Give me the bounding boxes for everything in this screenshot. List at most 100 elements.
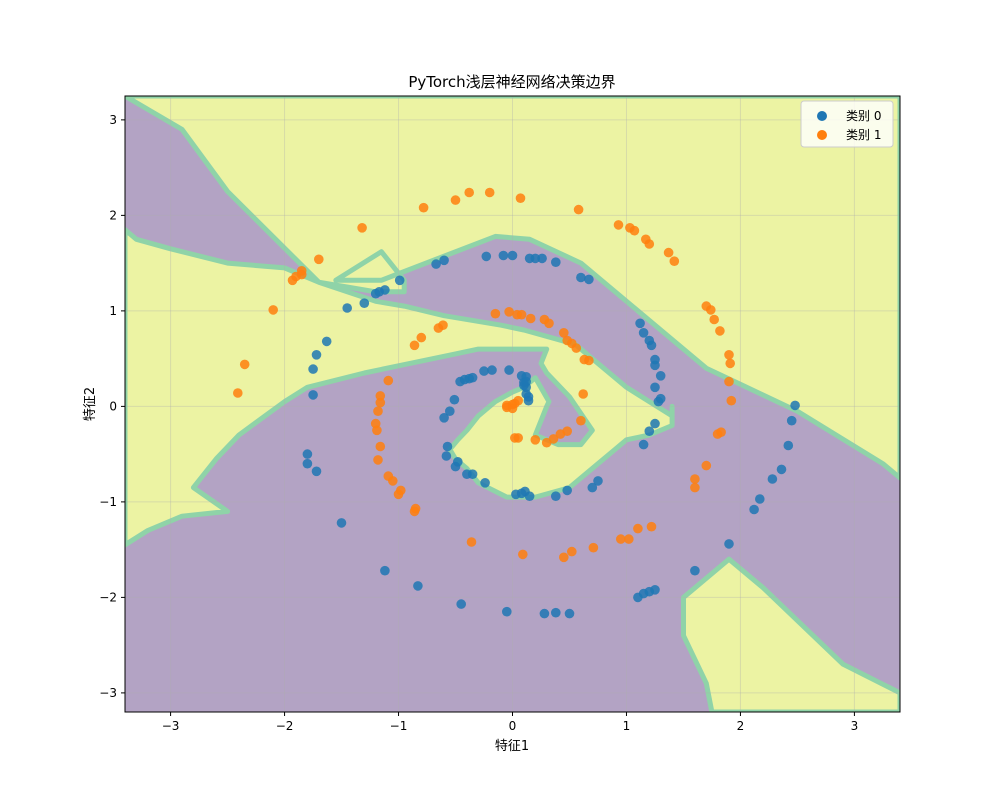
point-class1 bbox=[513, 395, 523, 406]
point-class0 bbox=[380, 565, 390, 576]
point-class0 bbox=[523, 395, 534, 406]
point-class1 bbox=[466, 537, 477, 547]
chart-title: PyTorch浅层神经网络决策边界 bbox=[408, 73, 615, 91]
point-class1 bbox=[375, 391, 386, 401]
point-class0 bbox=[551, 257, 561, 268]
point-class0 bbox=[650, 585, 660, 595]
point-class0 bbox=[790, 400, 800, 411]
class1-regions bbox=[125, 96, 900, 712]
point-class0 bbox=[336, 518, 347, 528]
point-class0 bbox=[562, 485, 572, 496]
point-class0 bbox=[593, 476, 603, 486]
y-tick-label: 3 bbox=[109, 113, 117, 127]
data-points bbox=[233, 187, 800, 619]
point-class1 bbox=[616, 534, 626, 544]
point-class1 bbox=[613, 220, 624, 230]
point-class0 bbox=[755, 494, 765, 504]
point-class0 bbox=[638, 439, 649, 450]
point-class0 bbox=[584, 274, 594, 285]
point-class0 bbox=[480, 478, 490, 488]
point-class1 bbox=[555, 429, 566, 439]
class1-region-2 bbox=[681, 556, 900, 712]
point-class0 bbox=[504, 365, 514, 375]
point-class1 bbox=[559, 552, 569, 563]
point-class0 bbox=[644, 335, 655, 346]
point-class1 bbox=[418, 202, 429, 213]
legend: 类别 0 类别 1 bbox=[800, 100, 894, 148]
point-class0 bbox=[450, 461, 461, 472]
point-class1 bbox=[239, 359, 250, 370]
point-class0 bbox=[442, 441, 453, 452]
point-class0 bbox=[302, 449, 313, 459]
point-class0 bbox=[487, 365, 497, 375]
point-class0 bbox=[507, 250, 518, 261]
point-class0 bbox=[479, 366, 489, 376]
point-class1 bbox=[296, 266, 307, 276]
point-class0 bbox=[551, 491, 561, 502]
y-tick-label: 1 bbox=[109, 304, 117, 318]
point-class0 bbox=[481, 251, 492, 262]
point-class1 bbox=[490, 308, 501, 319]
grid-lines bbox=[125, 96, 900, 712]
x-tick-label: 1 bbox=[623, 719, 631, 733]
point-class0 bbox=[308, 390, 318, 400]
point-class0 bbox=[308, 364, 318, 374]
point-class0 bbox=[445, 406, 455, 417]
point-class1 bbox=[690, 474, 700, 484]
x-tick-label: 2 bbox=[737, 719, 745, 733]
point-class1 bbox=[450, 195, 461, 205]
point-class0 bbox=[502, 606, 512, 617]
point-class1 bbox=[629, 225, 640, 236]
point-class0 bbox=[749, 504, 759, 515]
point-class1 bbox=[375, 441, 386, 452]
point-class1 bbox=[725, 358, 735, 369]
point-class1 bbox=[530, 435, 541, 445]
point-class1 bbox=[726, 395, 737, 406]
y-tick-label: 0 bbox=[109, 399, 117, 413]
point-class0 bbox=[449, 394, 460, 405]
point-class1 bbox=[624, 534, 634, 544]
x-tick-label: −1 bbox=[390, 719, 408, 733]
point-class1 bbox=[709, 314, 719, 325]
point-class1 bbox=[438, 320, 448, 331]
x-tick-label: −2 bbox=[276, 719, 294, 733]
point-class0 bbox=[655, 371, 666, 381]
point-class1 bbox=[393, 489, 404, 500]
point-class0 bbox=[359, 298, 370, 309]
y-axis-label: 特征2 bbox=[83, 387, 98, 421]
point-class1 bbox=[233, 388, 243, 398]
point-class1 bbox=[516, 309, 527, 320]
point-class0 bbox=[467, 372, 478, 383]
x-axis-ticks: −3 −2 −1 0 1 2 3 bbox=[162, 712, 858, 733]
point-class0 bbox=[456, 599, 467, 609]
point-class0 bbox=[655, 393, 666, 404]
point-class0 bbox=[776, 464, 787, 475]
point-class1 bbox=[701, 460, 712, 471]
point-class1 bbox=[588, 542, 599, 553]
legend-marker-class1 bbox=[817, 130, 827, 140]
point-class0 bbox=[431, 259, 441, 269]
point-class1 bbox=[515, 193, 526, 203]
point-class0 bbox=[551, 607, 561, 618]
point-class0 bbox=[650, 418, 660, 429]
point-class1 bbox=[510, 433, 520, 443]
point-class0 bbox=[690, 565, 700, 576]
point-class1 bbox=[669, 256, 680, 267]
point-class0 bbox=[576, 272, 586, 283]
class1-region-1 bbox=[125, 227, 675, 548]
point-class1 bbox=[383, 375, 394, 386]
point-class0 bbox=[441, 451, 452, 461]
point-class1 bbox=[567, 546, 577, 557]
point-class0 bbox=[511, 489, 521, 500]
point-class0 bbox=[786, 415, 797, 426]
point-class1 bbox=[484, 187, 495, 198]
point-class1 bbox=[573, 204, 584, 215]
point-class1 bbox=[576, 415, 586, 426]
x-tick-label: 3 bbox=[851, 719, 859, 733]
point-class0 bbox=[638, 328, 649, 338]
point-class0 bbox=[767, 474, 778, 484]
point-class0 bbox=[311, 350, 322, 360]
point-class0 bbox=[394, 275, 405, 286]
point-class1 bbox=[633, 523, 643, 534]
